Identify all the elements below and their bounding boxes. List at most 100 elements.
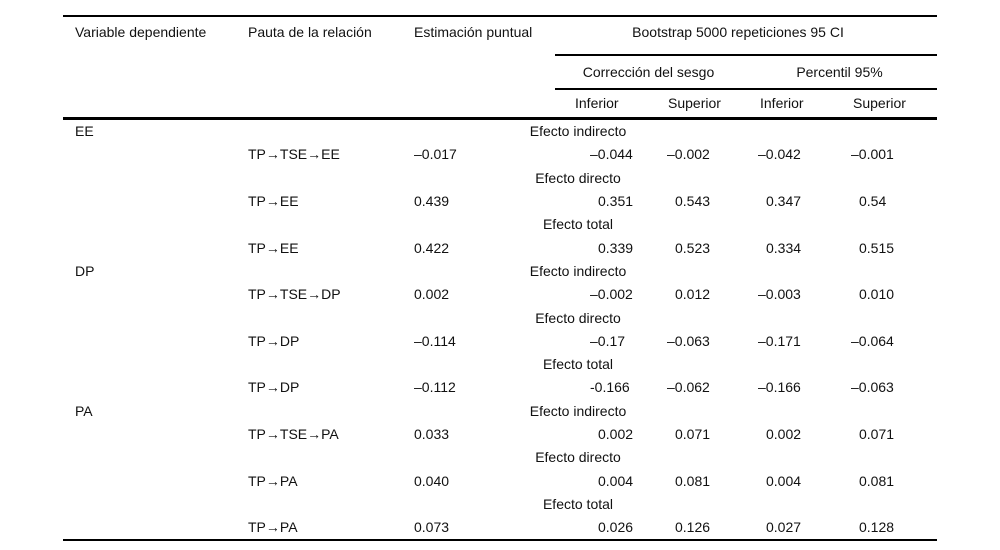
table-row: TP→DP –0.114 –0.17 –0.063 –0.171 –0.064 xyxy=(63,330,937,353)
effect-label: Efecto directo xyxy=(535,449,621,466)
variable-cell xyxy=(63,516,240,540)
table-row: EE Efecto indirecto xyxy=(63,119,937,144)
col-header-sesgo-inferior: Inferior xyxy=(555,89,650,120)
ci-value-cell: 0.339 xyxy=(598,239,634,256)
table-row: TP→EE 0.439 0.351 0.543 0.347 0.54 xyxy=(63,190,937,213)
header-row-bounds: Inferior Superior Inferior Superior xyxy=(63,89,938,120)
variable-cell xyxy=(63,493,240,516)
ci-value-cell: –0.063 xyxy=(851,379,894,396)
ci-value-cell: 0.002 xyxy=(766,426,802,442)
bootstrap-ci-table: Variable dependiente Pauta de la relació… xyxy=(63,15,938,542)
col-header-percentil-inferior: Inferior xyxy=(742,89,835,120)
effect-label-cell: Efecto directo xyxy=(405,306,937,329)
ci-value-cell: –0.17 xyxy=(590,332,626,349)
ci-value-cell: 0.081 xyxy=(675,472,711,489)
table-row: TP→TSE→PA 0.033 0.002 0.071 0.002 0.071 xyxy=(63,423,937,446)
relation-cell xyxy=(240,260,405,283)
col-header-percentil-superior: Superior xyxy=(835,89,938,120)
variable-cell xyxy=(63,446,240,469)
ci-value-cell: 0.026 xyxy=(598,519,634,536)
effect-label: Efecto total xyxy=(542,356,614,373)
variable-cell xyxy=(63,190,240,213)
effect-label-cell: Efecto total xyxy=(405,213,937,236)
ci-value-cell: –0.003 xyxy=(758,286,801,303)
col-header-correccion-sesgo: Corrección del sesgo xyxy=(555,55,742,90)
estimate-cell: 0.422 xyxy=(414,239,450,256)
relation-cell: TP→EE xyxy=(248,193,299,210)
relation-cell: TP→PA xyxy=(248,519,298,536)
variable-cell xyxy=(63,469,240,492)
variable-cell xyxy=(63,213,240,236)
ci-value-cell: –0.166 xyxy=(758,379,801,396)
table-row: Efecto total xyxy=(63,353,937,376)
col-header-variable-dependiente: Variable dependiente xyxy=(63,16,240,120)
relation-cell xyxy=(240,493,405,516)
effect-label-cell: Efecto indirecto xyxy=(405,119,937,144)
variable-cell xyxy=(63,167,240,190)
variable-cell: PA xyxy=(75,402,93,419)
estimate-cell: –0.017 xyxy=(414,146,457,163)
effect-label: Efecto indirecto xyxy=(529,402,627,419)
relation-cell xyxy=(240,167,405,190)
table-row: TP→PA 0.073 0.026 0.126 0.027 0.128 xyxy=(63,516,937,540)
ci-value-cell: 0.543 xyxy=(675,193,711,210)
effect-label-cell: Efecto directo xyxy=(405,167,937,190)
ci-value-cell: –0.002 xyxy=(590,286,633,303)
variable-cell xyxy=(63,330,240,353)
ci-value-cell: 0.515 xyxy=(859,239,895,256)
effect-label-cell: Efecto indirecto xyxy=(405,260,937,283)
col-header-estimacion-puntual: Estimación puntual xyxy=(405,16,555,120)
relation-cell: TP→TSE→EE xyxy=(248,146,340,163)
variable-cell xyxy=(63,143,240,166)
ci-value-cell: 0.54 xyxy=(859,193,887,210)
variable-cell xyxy=(63,283,240,306)
estimate-cell: 0.073 xyxy=(414,519,450,536)
table-row: TP→TSE→DP 0.002 –0.002 0.012 –0.003 0.010 xyxy=(63,283,937,306)
estimate-cell: 0.040 xyxy=(414,472,450,489)
relation-cell: TP→DP xyxy=(248,379,300,396)
effect-label-cell: Efecto directo xyxy=(405,446,937,469)
relation-cell xyxy=(240,446,405,469)
variable-cell xyxy=(63,376,240,399)
col-header-pauta-relacion: Pauta de la relación xyxy=(240,16,405,120)
col-header-sesgo-superior: Superior xyxy=(650,89,742,120)
table-header: Variable dependiente Pauta de la relació… xyxy=(63,16,938,120)
relation-cell xyxy=(240,213,405,236)
effect-label: Efecto total xyxy=(542,495,614,512)
ci-value-cell: –0.001 xyxy=(851,146,894,163)
ci-value-cell: 0.128 xyxy=(859,519,895,536)
table-row: Efecto directo xyxy=(63,446,937,469)
effect-label-cell: Efecto indirecto xyxy=(405,400,937,423)
ci-value-cell: 0.012 xyxy=(675,286,711,303)
estimate-cell: 0.033 xyxy=(414,426,450,442)
effect-label-cell: Efecto total xyxy=(405,353,937,376)
effect-label: Efecto indirecto xyxy=(529,123,627,140)
table-row: TP→PA 0.040 0.004 0.081 0.004 0.081 xyxy=(63,469,937,492)
table-row: TP→DP –0.112 -0.166 –0.062 –0.166 –0.063 xyxy=(63,376,937,399)
ci-value-cell: –0.044 xyxy=(590,146,633,163)
relation-cell: TP→EE xyxy=(248,239,299,256)
relation-cell: TP→PA xyxy=(248,472,298,489)
ci-value-cell: 0.071 xyxy=(675,426,711,442)
effect-label: Efecto directo xyxy=(535,169,621,186)
relation-cell xyxy=(240,119,405,144)
relation-cell xyxy=(240,400,405,423)
effect-label-cell: Efecto total xyxy=(405,493,937,516)
ci-value-cell: 0.004 xyxy=(766,472,802,489)
variable-cell xyxy=(63,236,240,259)
ci-value-cell: 0.347 xyxy=(766,193,802,210)
table-row: Efecto total xyxy=(63,493,937,516)
table-row: Efecto directo xyxy=(63,306,937,329)
ci-value-cell: 0.004 xyxy=(598,472,634,489)
table-row: Efecto total xyxy=(63,213,937,236)
ci-value-cell: 0.081 xyxy=(859,472,895,489)
variable-cell xyxy=(63,423,240,446)
ci-value-cell: 0.334 xyxy=(766,239,802,256)
table-row: TP→EE 0.422 0.339 0.523 0.334 0.515 xyxy=(63,236,937,259)
estimate-cell: –0.114 xyxy=(414,332,456,349)
variable-cell: DP xyxy=(75,262,95,279)
relation-cell: TP→DP xyxy=(248,332,300,349)
variable-cell: EE xyxy=(75,123,94,140)
ci-value-cell: –0.171 xyxy=(758,332,801,349)
table-body: EE Efecto indirecto TP→TSE→EE –0.017 –0.044 –… xyxy=(63,119,937,541)
